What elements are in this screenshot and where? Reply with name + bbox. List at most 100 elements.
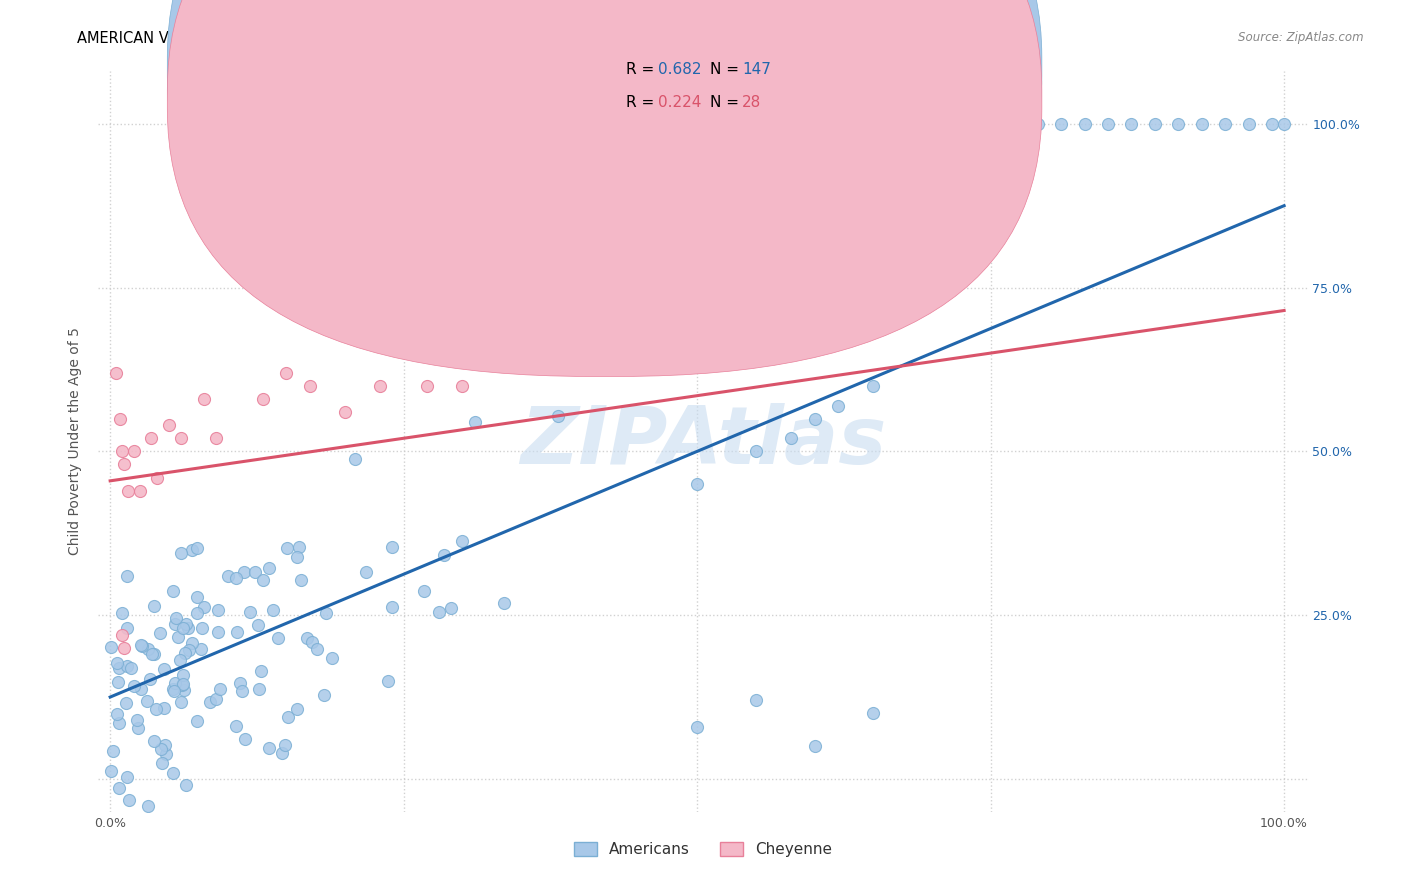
Point <box>186 591 208 605</box>
Point <box>117 770 139 784</box>
Point <box>427 606 450 620</box>
Point <box>125 713 148 727</box>
Point <box>285 701 308 715</box>
Point <box>368 379 391 393</box>
Point <box>150 756 173 771</box>
Point <box>115 659 138 673</box>
Point <box>298 379 321 393</box>
Point <box>174 616 197 631</box>
Point <box>568 352 591 367</box>
Point <box>162 765 184 780</box>
Point <box>381 600 404 615</box>
Point <box>321 651 343 665</box>
Point <box>100 640 122 654</box>
Point <box>169 431 191 445</box>
Point <box>167 630 190 644</box>
Point <box>225 571 247 585</box>
Point <box>547 409 569 423</box>
Point <box>239 605 262 619</box>
Point <box>170 695 193 709</box>
Point <box>170 546 193 560</box>
Point <box>1215 117 1237 131</box>
Text: N =: N = <box>710 62 744 78</box>
Point <box>492 595 515 609</box>
Point <box>440 600 463 615</box>
Y-axis label: Child Poverty Under the Age of 5: Child Poverty Under the Age of 5 <box>69 327 83 556</box>
Point <box>142 733 165 747</box>
Point <box>1191 117 1213 131</box>
Point <box>174 646 197 660</box>
Point <box>100 764 122 778</box>
Point <box>262 603 284 617</box>
Point <box>1073 117 1095 131</box>
Point <box>107 674 129 689</box>
Point <box>277 710 299 724</box>
Point <box>176 778 198 792</box>
Point <box>142 599 165 613</box>
Point <box>208 681 231 696</box>
Point <box>163 675 186 690</box>
Point <box>252 392 274 406</box>
Point <box>307 642 329 657</box>
Point <box>451 534 474 549</box>
Point <box>117 483 139 498</box>
Text: AMERICAN VS CHEYENNE CHILD POVERTY UNDER THE AGE OF 5 CORRELATION CHART: AMERICAN VS CHEYENNE CHILD POVERTY UNDER… <box>77 31 709 46</box>
Point <box>172 678 194 692</box>
Point <box>247 681 270 696</box>
Point <box>207 625 229 640</box>
Point <box>107 780 129 795</box>
Point <box>105 706 128 721</box>
Point <box>217 569 239 583</box>
Point <box>356 565 378 579</box>
Point <box>377 674 399 689</box>
Point <box>112 458 135 472</box>
Point <box>105 656 128 670</box>
Point <box>186 714 208 729</box>
Point <box>1097 117 1119 131</box>
Point <box>143 647 166 661</box>
Point <box>186 606 208 620</box>
Point <box>413 584 436 599</box>
Point <box>1143 117 1166 131</box>
Point <box>651 352 673 367</box>
Point <box>1261 117 1284 131</box>
Point <box>651 228 673 243</box>
Point <box>225 719 247 733</box>
Point <box>231 684 253 698</box>
Point <box>190 621 212 635</box>
Text: R =: R = <box>626 62 659 78</box>
Point <box>136 641 159 656</box>
Point <box>225 625 247 640</box>
Point <box>686 477 709 491</box>
Point <box>135 693 157 707</box>
Point <box>173 682 195 697</box>
Point <box>108 411 131 425</box>
Point <box>381 540 404 554</box>
Point <box>129 639 152 653</box>
Point <box>127 721 149 735</box>
Point <box>315 606 337 620</box>
Point <box>247 618 270 632</box>
Point <box>233 731 256 746</box>
Text: R =: R = <box>626 95 659 111</box>
Point <box>122 444 145 458</box>
Point <box>745 444 768 458</box>
Point <box>257 741 280 756</box>
Point <box>101 744 124 758</box>
Point <box>862 706 884 721</box>
Point <box>128 483 150 498</box>
Legend: Americans, Cheyenne: Americans, Cheyenne <box>568 836 838 863</box>
Point <box>333 405 356 419</box>
Point <box>120 661 142 675</box>
Point <box>232 565 254 579</box>
Point <box>153 738 176 752</box>
Point <box>108 660 131 674</box>
Point <box>111 444 134 458</box>
Point <box>150 742 173 756</box>
Point <box>780 431 803 445</box>
Point <box>285 550 308 565</box>
Point <box>257 560 280 574</box>
Point <box>148 625 170 640</box>
Point <box>122 679 145 693</box>
Point <box>118 792 141 806</box>
